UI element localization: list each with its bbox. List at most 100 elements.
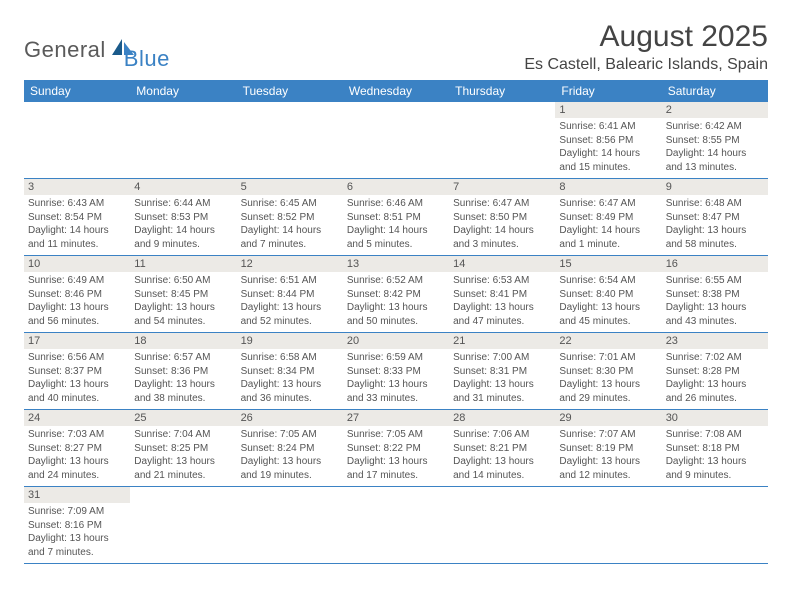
day-cell: 2Sunrise: 6:42 AMSunset: 8:55 PMDaylight… (662, 102, 768, 179)
day-body: Sunrise: 6:51 AMSunset: 8:44 PMDaylight:… (237, 272, 343, 332)
day-cell: 5Sunrise: 6:45 AMSunset: 8:52 PMDaylight… (237, 179, 343, 256)
day-number: 14 (449, 256, 555, 272)
daylight-text: Daylight: 13 hours and 38 minutes. (134, 378, 232, 405)
day-cell: 4Sunrise: 6:44 AMSunset: 8:53 PMDaylight… (130, 179, 236, 256)
sunrise-text: Sunrise: 6:42 AM (666, 120, 764, 134)
day-cell: 12Sunrise: 6:51 AMSunset: 8:44 PMDayligh… (237, 256, 343, 333)
day-body: Sunrise: 7:03 AMSunset: 8:27 PMDaylight:… (24, 426, 130, 486)
daylight-text: Daylight: 13 hours and 33 minutes. (347, 378, 445, 405)
day-cell (237, 102, 343, 179)
sunset-text: Sunset: 8:21 PM (453, 442, 551, 456)
daylight-text: Daylight: 14 hours and 7 minutes. (241, 224, 339, 251)
daylight-text: Daylight: 13 hours and 29 minutes. (559, 378, 657, 405)
day-cell: 3Sunrise: 6:43 AMSunset: 8:54 PMDaylight… (24, 179, 130, 256)
day-cell: 9Sunrise: 6:48 AMSunset: 8:47 PMDaylight… (662, 179, 768, 256)
day-body: Sunrise: 6:47 AMSunset: 8:50 PMDaylight:… (449, 195, 555, 255)
day-cell (662, 487, 768, 564)
day-number: 28 (449, 410, 555, 426)
sunrise-text: Sunrise: 7:07 AM (559, 428, 657, 442)
sunrise-text: Sunrise: 6:47 AM (453, 197, 551, 211)
sunset-text: Sunset: 8:31 PM (453, 365, 551, 379)
sunrise-text: Sunrise: 6:46 AM (347, 197, 445, 211)
day-body: Sunrise: 6:49 AMSunset: 8:46 PMDaylight:… (24, 272, 130, 332)
daylight-text: Daylight: 13 hours and 50 minutes. (347, 301, 445, 328)
day-number: 4 (130, 179, 236, 195)
daylight-text: Daylight: 14 hours and 3 minutes. (453, 224, 551, 251)
sunset-text: Sunset: 8:38 PM (666, 288, 764, 302)
daylight-text: Daylight: 13 hours and 21 minutes. (134, 455, 232, 482)
day-number (24, 102, 130, 118)
day-cell: 30Sunrise: 7:08 AMSunset: 8:18 PMDayligh… (662, 410, 768, 487)
day-body: Sunrise: 7:05 AMSunset: 8:22 PMDaylight:… (343, 426, 449, 486)
day-number: 24 (24, 410, 130, 426)
daylight-text: Daylight: 13 hours and 14 minutes. (453, 455, 551, 482)
day-number: 11 (130, 256, 236, 272)
day-cell: 16Sunrise: 6:55 AMSunset: 8:38 PMDayligh… (662, 256, 768, 333)
sunrise-text: Sunrise: 6:57 AM (134, 351, 232, 365)
day-body (237, 118, 343, 166)
sunrise-text: Sunrise: 6:50 AM (134, 274, 232, 288)
day-number: 13 (343, 256, 449, 272)
day-body (555, 503, 661, 551)
sunset-text: Sunset: 8:30 PM (559, 365, 657, 379)
sunrise-text: Sunrise: 6:56 AM (28, 351, 126, 365)
sunset-text: Sunset: 8:46 PM (28, 288, 126, 302)
sunrise-text: Sunrise: 6:43 AM (28, 197, 126, 211)
week-row: 3Sunrise: 6:43 AMSunset: 8:54 PMDaylight… (24, 179, 768, 256)
day-body: Sunrise: 7:08 AMSunset: 8:18 PMDaylight:… (662, 426, 768, 486)
day-number: 20 (343, 333, 449, 349)
sunset-text: Sunset: 8:47 PM (666, 211, 764, 225)
sunrise-text: Sunrise: 6:44 AM (134, 197, 232, 211)
day-body: Sunrise: 7:01 AMSunset: 8:30 PMDaylight:… (555, 349, 661, 409)
day-number (343, 487, 449, 503)
day-body: Sunrise: 6:47 AMSunset: 8:49 PMDaylight:… (555, 195, 661, 255)
week-row: 17Sunrise: 6:56 AMSunset: 8:37 PMDayligh… (24, 333, 768, 410)
week-row: 10Sunrise: 6:49 AMSunset: 8:46 PMDayligh… (24, 256, 768, 333)
sunset-text: Sunset: 8:49 PM (559, 211, 657, 225)
day-body: Sunrise: 6:43 AMSunset: 8:54 PMDaylight:… (24, 195, 130, 255)
day-number (449, 487, 555, 503)
sunrise-text: Sunrise: 7:05 AM (347, 428, 445, 442)
sunset-text: Sunset: 8:27 PM (28, 442, 126, 456)
day-number (237, 102, 343, 118)
day-body: Sunrise: 6:41 AMSunset: 8:56 PMDaylight:… (555, 118, 661, 178)
sunrise-text: Sunrise: 7:05 AM (241, 428, 339, 442)
daylight-text: Daylight: 14 hours and 5 minutes. (347, 224, 445, 251)
day-header: Wednesday (343, 80, 449, 102)
daylight-text: Daylight: 14 hours and 9 minutes. (134, 224, 232, 251)
day-body: Sunrise: 6:53 AMSunset: 8:41 PMDaylight:… (449, 272, 555, 332)
day-number: 22 (555, 333, 661, 349)
sunrise-text: Sunrise: 7:08 AM (666, 428, 764, 442)
sunrise-text: Sunrise: 7:03 AM (28, 428, 126, 442)
day-body: Sunrise: 6:44 AMSunset: 8:53 PMDaylight:… (130, 195, 236, 255)
day-number (237, 487, 343, 503)
sunset-text: Sunset: 8:28 PM (666, 365, 764, 379)
day-body (343, 118, 449, 166)
day-cell: 10Sunrise: 6:49 AMSunset: 8:46 PMDayligh… (24, 256, 130, 333)
sunset-text: Sunset: 8:45 PM (134, 288, 232, 302)
day-cell: 19Sunrise: 6:58 AMSunset: 8:34 PMDayligh… (237, 333, 343, 410)
sunset-text: Sunset: 8:16 PM (28, 519, 126, 533)
sunset-text: Sunset: 8:53 PM (134, 211, 232, 225)
day-cell: 27Sunrise: 7:05 AMSunset: 8:22 PMDayligh… (343, 410, 449, 487)
day-number: 10 (24, 256, 130, 272)
day-number (662, 487, 768, 503)
daylight-text: Daylight: 14 hours and 11 minutes. (28, 224, 126, 251)
day-body: Sunrise: 6:57 AMSunset: 8:36 PMDaylight:… (130, 349, 236, 409)
sunrise-text: Sunrise: 7:00 AM (453, 351, 551, 365)
day-cell: 17Sunrise: 6:56 AMSunset: 8:37 PMDayligh… (24, 333, 130, 410)
day-cell (343, 487, 449, 564)
day-body: Sunrise: 6:45 AMSunset: 8:52 PMDaylight:… (237, 195, 343, 255)
day-body: Sunrise: 7:09 AMSunset: 8:16 PMDaylight:… (24, 503, 130, 563)
day-number (130, 487, 236, 503)
logo-text-general: General (24, 37, 106, 63)
day-body: Sunrise: 7:02 AMSunset: 8:28 PMDaylight:… (662, 349, 768, 409)
logo-text-blue: Blue (124, 46, 170, 72)
day-body: Sunrise: 6:59 AMSunset: 8:33 PMDaylight:… (343, 349, 449, 409)
day-cell: 25Sunrise: 7:04 AMSunset: 8:25 PMDayligh… (130, 410, 236, 487)
day-body (130, 118, 236, 166)
day-header: Monday (130, 80, 236, 102)
daylight-text: Daylight: 13 hours and 52 minutes. (241, 301, 339, 328)
location: Es Castell, Balearic Islands, Spain (524, 56, 768, 74)
day-number (343, 102, 449, 118)
